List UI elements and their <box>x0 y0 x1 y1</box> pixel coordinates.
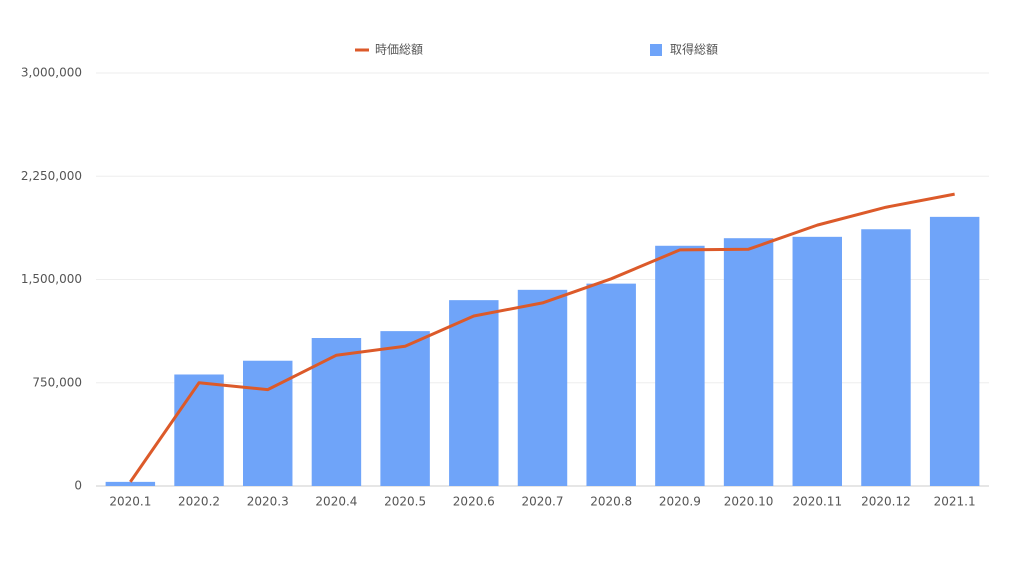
bar <box>723 238 774 486</box>
legend-label: 時価総額 <box>375 43 423 57</box>
x-tick-label: 2020.8 <box>590 495 632 509</box>
bar <box>861 229 911 487</box>
legend-swatch <box>650 44 662 56</box>
x-tick-label: 2020.2 <box>178 495 220 509</box>
x-tick-label: 2020.4 <box>315 495 357 509</box>
x-tick-label: 2021.1 <box>934 495 976 509</box>
bar <box>655 245 705 486</box>
bar <box>586 283 636 486</box>
x-tick-label: 2020.11 <box>792 495 842 509</box>
bar <box>380 331 430 486</box>
x-tick-label: 2020.10 <box>724 495 774 509</box>
bar <box>174 374 224 486</box>
line <box>129 192 955 483</box>
x-tick-label: 2020.3 <box>247 495 289 509</box>
x-tick-label: 2020.1 <box>109 495 151 509</box>
legend-label: 取得総額 <box>670 42 718 57</box>
x-tick-label: 2020.9 <box>659 495 701 509</box>
y-tick-label: 750,000 <box>32 375 82 389</box>
x-tick-label: 2020.6 <box>453 495 495 509</box>
y-tick-label: 2,250,000 <box>21 169 82 183</box>
bar <box>449 300 499 486</box>
bar <box>311 338 362 486</box>
y-tick-label: 1,500,000 <box>21 272 82 286</box>
x-tick-label: 2020.5 <box>384 495 426 509</box>
bar <box>929 216 980 486</box>
bar <box>517 289 568 486</box>
x-tick-label: 2020.12 <box>861 495 911 509</box>
y-tick-label: 0 <box>74 479 82 493</box>
bar <box>792 236 842 486</box>
x-tick-label: 2020.7 <box>522 495 564 509</box>
y-tick-label: 3,000,000 <box>21 66 82 80</box>
bar <box>105 481 156 486</box>
